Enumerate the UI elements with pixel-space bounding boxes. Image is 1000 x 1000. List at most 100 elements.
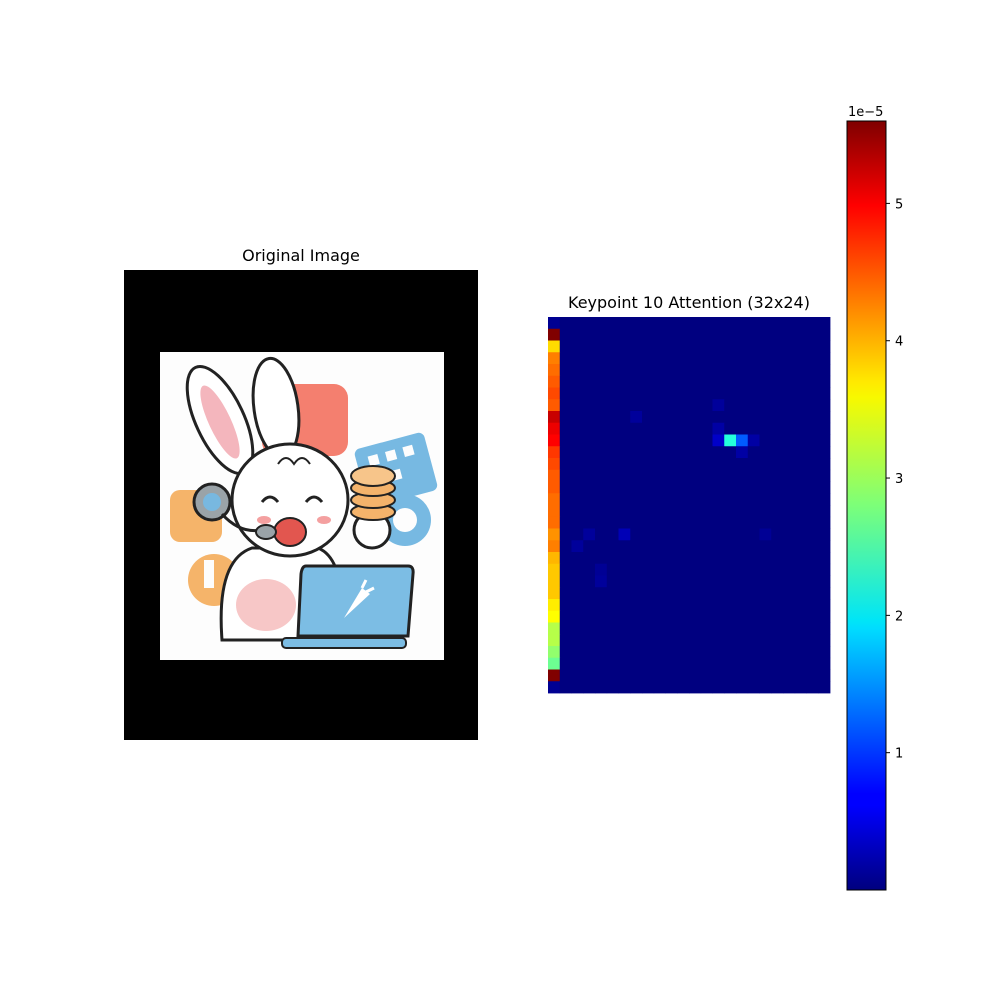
heatmap-cell bbox=[700, 446, 713, 459]
heatmap-cell bbox=[642, 375, 655, 388]
heatmap-cell bbox=[595, 340, 608, 353]
heatmap-cell bbox=[689, 657, 702, 670]
heatmap-cell bbox=[712, 575, 725, 588]
heatmap-cell bbox=[665, 657, 678, 670]
heatmap-cell bbox=[548, 446, 561, 459]
heatmap-cell bbox=[583, 458, 596, 471]
heatmap-cell bbox=[653, 411, 666, 424]
heatmap-cell bbox=[818, 364, 831, 377]
heatmap-cell bbox=[736, 610, 749, 623]
heatmap-cell bbox=[818, 387, 831, 400]
heatmap-cell bbox=[783, 646, 796, 659]
heatmap-cell bbox=[559, 610, 572, 623]
heatmap-cell bbox=[571, 364, 584, 377]
heatmap-cell bbox=[583, 575, 596, 588]
colorbar-frame bbox=[846, 120, 887, 891]
heatmap-cell bbox=[747, 399, 760, 412]
heatmap-cell bbox=[712, 610, 725, 623]
heatmap-cell bbox=[783, 634, 796, 647]
heatmap-cell bbox=[559, 481, 572, 494]
heatmap-cell bbox=[606, 387, 619, 400]
heatmap-cell bbox=[677, 375, 690, 388]
heatmap-cell bbox=[642, 634, 655, 647]
heatmap-cell bbox=[618, 610, 631, 623]
heatmap-cell bbox=[665, 364, 678, 377]
heatmap-cell bbox=[771, 493, 784, 506]
heatmap-cell bbox=[689, 411, 702, 424]
heatmap-cell bbox=[595, 422, 608, 435]
heatmap-cell bbox=[689, 434, 702, 447]
heatmap-cell bbox=[806, 575, 819, 588]
heatmap-cell bbox=[642, 563, 655, 576]
heatmap-cell bbox=[712, 587, 725, 600]
heatmap-cell bbox=[806, 375, 819, 388]
heatmap-cell bbox=[700, 422, 713, 435]
heatmap-cell bbox=[783, 328, 796, 341]
heatmap-cell bbox=[806, 505, 819, 518]
heatmap-cell bbox=[689, 646, 702, 659]
heatmap-cell bbox=[747, 563, 760, 576]
heatmap-cell bbox=[818, 317, 831, 330]
heatmap-cell bbox=[642, 434, 655, 447]
heatmap-cell bbox=[759, 493, 772, 506]
heatmap-cell bbox=[700, 657, 713, 670]
heatmap-cell bbox=[712, 493, 725, 506]
heatmap-cell bbox=[630, 610, 643, 623]
heatmap-cell bbox=[747, 364, 760, 377]
heatmap-cell bbox=[736, 493, 749, 506]
heatmap-cell bbox=[747, 528, 760, 541]
heatmap-cell bbox=[771, 622, 784, 635]
heatmap-cell bbox=[665, 375, 678, 388]
heatmap-cell bbox=[747, 646, 760, 659]
carrot-logo-icon bbox=[344, 588, 370, 618]
heatmap-cell bbox=[665, 587, 678, 600]
heatmap-cell bbox=[653, 528, 666, 541]
heatmap-cell bbox=[606, 669, 619, 682]
heatmap-cell bbox=[736, 422, 749, 435]
heatmap-cell bbox=[559, 563, 572, 576]
heatmap-cell bbox=[700, 634, 713, 647]
heatmap-cell bbox=[736, 552, 749, 565]
heatmap-cell bbox=[747, 681, 760, 694]
heatmap-cell bbox=[806, 411, 819, 424]
heatmap-cell bbox=[759, 481, 772, 494]
heatmap-cell bbox=[583, 657, 596, 670]
heatmap-cell bbox=[771, 387, 784, 400]
heatmap-cell bbox=[818, 446, 831, 459]
heatmap-cell bbox=[783, 375, 796, 388]
heatmap-cell bbox=[712, 657, 725, 670]
heatmap-cell bbox=[618, 646, 631, 659]
heatmap-cell bbox=[724, 646, 737, 659]
heatmap-cell bbox=[642, 387, 655, 400]
heatmap-cell bbox=[548, 399, 561, 412]
heatmap-cell bbox=[618, 563, 631, 576]
heatmap-cell bbox=[630, 587, 643, 600]
original-image-panel bbox=[124, 270, 478, 740]
heatmap-cell bbox=[712, 505, 725, 518]
heatmap-cell bbox=[630, 493, 643, 506]
heatmap-cell bbox=[571, 575, 584, 588]
heatmap-cell bbox=[818, 622, 831, 635]
heatmap-cell bbox=[559, 364, 572, 377]
heatmap-cell bbox=[759, 540, 772, 553]
heatmap-cell bbox=[712, 446, 725, 459]
rabbit-belly bbox=[236, 579, 296, 631]
heatmap-cell bbox=[642, 446, 655, 459]
heatmap-cell bbox=[794, 587, 807, 600]
heatmap-cell bbox=[700, 563, 713, 576]
heatmap-cell bbox=[712, 528, 725, 541]
heatmap-cell bbox=[724, 411, 737, 424]
heatmap-cell bbox=[583, 505, 596, 518]
heatmap-cell bbox=[794, 493, 807, 506]
heatmap-cell bbox=[618, 422, 631, 435]
heatmap-cell bbox=[712, 669, 725, 682]
heatmap-cell bbox=[747, 657, 760, 670]
colorbar-tick-label: 3 bbox=[895, 472, 903, 487]
heatmap-cell bbox=[583, 646, 596, 659]
heatmap-cell bbox=[747, 575, 760, 588]
heatmap-cell bbox=[642, 681, 655, 694]
heatmap-cell bbox=[595, 387, 608, 400]
heatmap-cell bbox=[771, 505, 784, 518]
heatmap-cell bbox=[583, 352, 596, 365]
heatmap-cell bbox=[677, 364, 690, 377]
